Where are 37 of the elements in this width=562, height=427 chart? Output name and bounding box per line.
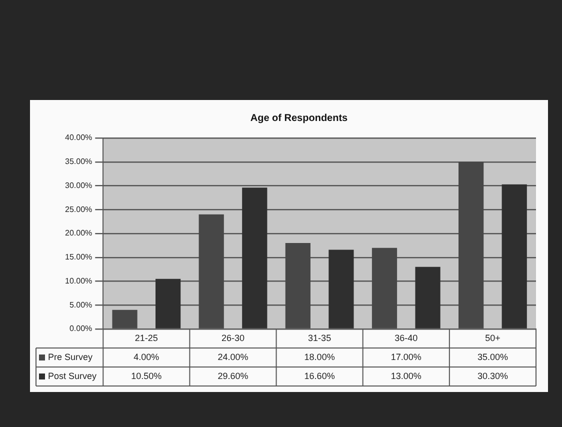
y-tick-label: 35.00% <box>64 157 92 166</box>
bar <box>112 310 138 328</box>
bar <box>458 162 484 328</box>
data-label: 13.00% <box>390 370 422 381</box>
data-label: 4.00% <box>134 352 160 362</box>
data-label: 10.50% <box>131 370 162 381</box>
bar <box>328 250 354 328</box>
data-label: 24.00% <box>218 352 248 362</box>
data-label: 35.00% <box>477 352 508 362</box>
x-tick-label: 50+ <box>485 332 500 343</box>
legend-label: Post Survey <box>48 370 98 381</box>
y-tick-label: 10.00% <box>64 276 92 286</box>
bar <box>285 243 310 328</box>
bar <box>242 188 268 328</box>
bar <box>198 214 224 328</box>
data-label: 18.00% <box>304 352 335 362</box>
data-label: 29.60% <box>218 370 248 381</box>
bar <box>502 184 527 328</box>
bar <box>156 278 181 328</box>
data-label: 30.30% <box>477 370 508 381</box>
bar <box>415 266 440 328</box>
x-tick-label: 36-40 <box>394 332 418 343</box>
y-tick-label: 15.00% <box>64 252 92 262</box>
bar <box>372 248 398 328</box>
y-tick-label: 40.00% <box>64 133 92 142</box>
y-tick-label: 30.00% <box>64 180 92 190</box>
x-tick-label: 26-30 <box>221 332 245 343</box>
data-label: 16.60% <box>304 370 335 381</box>
chart-title: Age of Respondents <box>250 112 348 124</box>
y-tick-label: 25.00% <box>64 204 92 214</box>
legend-label: Pre Survey <box>48 352 94 362</box>
x-tick-label: 21-25 <box>134 332 158 343</box>
y-tick-label: 5.00% <box>69 300 92 310</box>
y-tick-label: 0.00% <box>69 324 92 334</box>
y-tick-label: 20.00% <box>64 228 92 238</box>
data-label: 17.00% <box>390 352 422 362</box>
x-tick-label: 31-35 <box>308 332 332 343</box>
